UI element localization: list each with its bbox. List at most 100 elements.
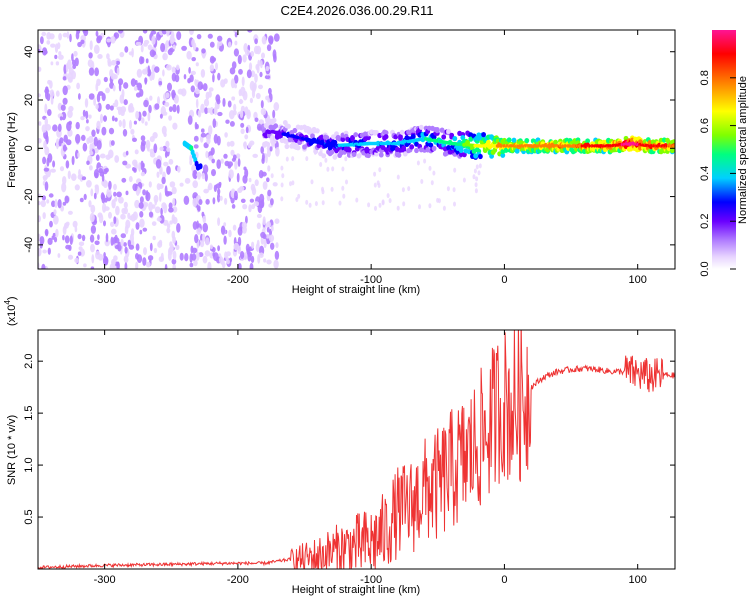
spectrogram-speckle [167, 48, 173, 56]
spectrogram-speckle [128, 104, 132, 113]
spectrogram-speckle [167, 250, 172, 261]
spectrogram-speckle [98, 213, 104, 224]
spectrogram-speckle [147, 44, 153, 51]
spectrogram-speckle [272, 182, 278, 187]
spectrogram-speckle [229, 140, 235, 147]
spectrogram-speckle [122, 129, 128, 137]
spectrogram-y-tick-label: -40 [23, 237, 35, 253]
spectrogram-speckle [200, 69, 206, 78]
spectrogram-speckle [233, 48, 239, 57]
spectrogram-speckle [212, 73, 215, 83]
spectrogram-speckle [118, 78, 124, 86]
spectrogram-speckle [140, 142, 146, 152]
spectrogram-speckle [67, 210, 73, 215]
spectrogram-speckle [264, 75, 271, 80]
spectrogram-speckle [69, 33, 72, 43]
spectrogram-speckle [230, 149, 235, 156]
spectrogram-speckle [122, 118, 126, 129]
spectrogram-cell [273, 123, 279, 129]
spectrogram-speckle [152, 132, 158, 139]
colorbar-tick-label: 0.8 [699, 70, 711, 85]
spectrogram-speckle [162, 69, 165, 77]
spectrogram-speckle [148, 211, 154, 218]
spectrogram-speckle [164, 185, 168, 196]
spectrogram-speckle [160, 207, 163, 216]
spectrogram-speckle [93, 136, 98, 147]
spectrogram-speckle [154, 103, 160, 110]
spectrogram-speckle [256, 123, 262, 131]
spectrogram-speckle [47, 237, 53, 245]
spectrogram-speckle [428, 203, 432, 209]
snr-y-ticks: 0.5 1.0 1.5 2.0 [23, 354, 675, 525]
spectrogram-cell [324, 135, 330, 141]
spectrogram-speckle [110, 140, 115, 146]
spectrogram-speckle [203, 98, 210, 107]
spectrogram-speckle [256, 239, 260, 247]
spectrogram-speckle [67, 170, 71, 180]
spectrogram-speckle [176, 31, 182, 41]
spectrogram-speckle [71, 53, 74, 62]
spectrogram-speckle [243, 141, 247, 150]
spectrogram-speckle [189, 74, 194, 83]
spectrogram-speckle [225, 119, 230, 124]
spectrogram-speckle [60, 205, 64, 212]
spectrogram-speckle [267, 189, 272, 197]
spectrogram-speckle [192, 180, 198, 189]
spectrogram-speckle [75, 121, 80, 130]
spectrogram-speckle [295, 197, 299, 203]
spectrogram-speckle [130, 213, 136, 222]
spectrogram-cell [321, 153, 327, 159]
spectrogram-speckle [268, 234, 275, 242]
spectrogram-speckle [105, 232, 109, 243]
spectrogram-speckle [172, 206, 178, 213]
spectrogram-speckle [181, 45, 188, 51]
spectrogram-speckle [250, 255, 255, 263]
spectrogram-cell [366, 152, 371, 159]
spectrogram-speckle [376, 180, 380, 186]
spectrogram-speckle [124, 46, 129, 53]
spectrogram-speckle [260, 60, 263, 69]
spectrogram-speckle [77, 41, 82, 48]
spectrogram-speckle [209, 55, 215, 64]
spectrogram-speckle [234, 40, 238, 46]
spectrogram-speckle [114, 234, 118, 242]
spectrogram-speckle [272, 109, 276, 119]
spectrogram-speckle [58, 54, 64, 60]
spectrogram-speckle [297, 193, 301, 199]
spectrogram-speckle [108, 127, 115, 135]
spectrogram-speckle [161, 202, 167, 209]
spectrogram-cell [198, 163, 203, 170]
spectrogram-speckle [57, 123, 62, 132]
spectrogram-speckle [266, 259, 272, 265]
spectrogram-speckle [164, 150, 168, 159]
spectrogram-speckle [168, 158, 174, 165]
spectrogram-speckle [250, 204, 256, 210]
spectrogram-cell [489, 153, 494, 159]
spectrogram-speckle [103, 256, 109, 266]
spectrogram-speckle [171, 66, 176, 74]
spectrogram-speckle [144, 202, 149, 208]
spectrogram-speckle [165, 92, 170, 99]
spectrogram-speckle [266, 221, 271, 229]
spectrogram-speckle [140, 44, 144, 53]
spectrogram-speckle [111, 228, 117, 235]
spectrogram-speckle [65, 139, 72, 146]
spectrogram-speckle [89, 165, 93, 171]
spectrogram-speckle [229, 121, 235, 127]
spectrogram-speckle [291, 180, 295, 186]
spectrogram-cell [332, 139, 338, 145]
colorbar-tick-label: 0.0 [699, 261, 711, 276]
spectrogram-speckle [95, 82, 99, 92]
spectrogram-speckle [139, 196, 144, 204]
spectrogram-speckle [197, 109, 202, 118]
spectrogram-speckle [109, 81, 115, 89]
snr-x-tick-label: 0 [501, 574, 507, 586]
spectrogram-speckle [169, 181, 176, 188]
spectrogram-cell [399, 129, 405, 135]
spectrogram-speckle [120, 233, 127, 239]
spectrogram-speckle [46, 93, 51, 101]
spectrogram-x-tick-label: 100 [629, 274, 647, 286]
spectrogram-speckle [330, 186, 334, 192]
spectrogram-speckle [207, 261, 212, 269]
